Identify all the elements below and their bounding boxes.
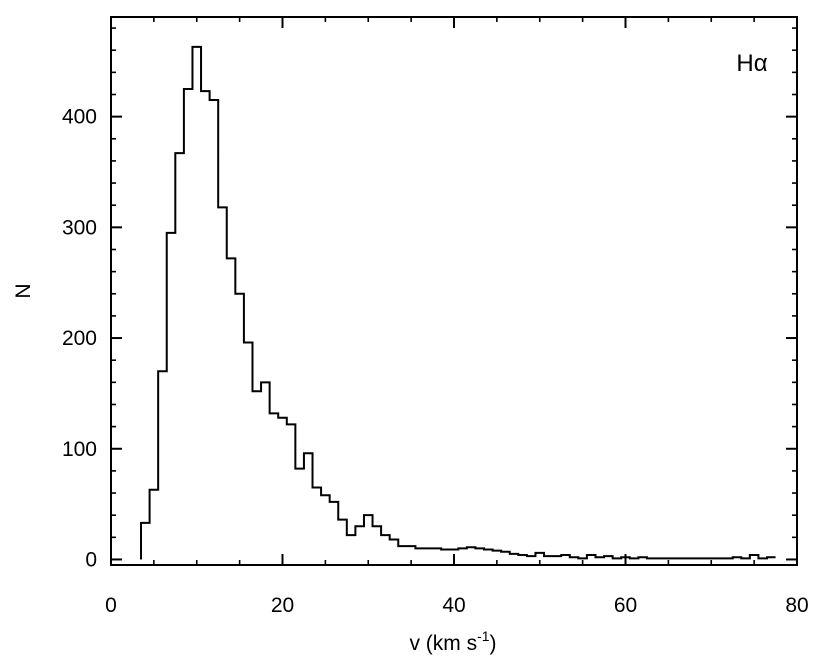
histogram-bin [493, 551, 502, 560]
histogram-bin [475, 548, 484, 559]
histogram-bin [313, 488, 322, 560]
x-tick-labels: 0 20 40 60 80 [105, 594, 809, 617]
histogram-bins [141, 47, 776, 560]
histogram-bin [330, 502, 339, 560]
histogram-bin [278, 418, 287, 560]
histogram-bin [484, 550, 493, 560]
histogram-bin [244, 342, 253, 559]
histogram-bin [235, 294, 244, 560]
histogram-bin [407, 546, 416, 559]
x-axis-title-suffix: ) [490, 632, 497, 655]
histogram-bin [364, 515, 373, 559]
histogram-bin [338, 520, 347, 560]
y-tick-label: 400 [62, 106, 97, 129]
plot-frame [110, 16, 798, 566]
histogram-bin [252, 391, 261, 559]
histogram-bin [192, 47, 201, 560]
x-tick-label: 80 [785, 594, 808, 617]
histogram-bin [184, 89, 193, 560]
histogram-bin [450, 550, 459, 560]
y-axis-title: N [12, 283, 35, 298]
x-axis-title-base: v (km s [409, 632, 477, 655]
histogram-bin [304, 453, 313, 559]
histogram-bin [150, 490, 159, 560]
histogram-bin [501, 552, 510, 560]
y-tick-label: 200 [62, 327, 97, 350]
histogram-bin [347, 535, 356, 559]
histogram-outline [140, 45, 776, 560]
histogram-bin [433, 548, 442, 559]
histogram-bin [373, 526, 382, 559]
histogram-bin [287, 424, 296, 559]
histogram-bin [210, 100, 219, 559]
histogram-bin [441, 550, 450, 560]
series-annotation: Hα [736, 50, 767, 77]
histogram-bin [458, 548, 467, 559]
y-tick-label: 300 [62, 216, 97, 239]
histogram-bin [424, 548, 433, 559]
histogram-bin [355, 526, 364, 559]
histogram-bin [295, 469, 304, 560]
x-tick-label: 20 [271, 594, 294, 617]
histogram-bin [398, 546, 407, 559]
histogram-bin [415, 548, 424, 559]
histogram-bin [261, 382, 270, 559]
x-tick-label: 60 [614, 594, 637, 617]
histogram-bin [381, 535, 390, 559]
histogram-bin [321, 495, 330, 559]
y-tick-label: 100 [62, 438, 97, 461]
x-axis-title: v (km s-1) [409, 628, 496, 655]
y-tick-labels: 0 100 200 300 400 [62, 106, 97, 572]
histogram-bin [227, 258, 236, 559]
histogram-bin [390, 540, 399, 560]
x-tick-label: 0 [105, 594, 117, 617]
histogram-bin [270, 413, 279, 559]
histogram-bin [218, 207, 227, 559]
x-tick-label: 40 [442, 594, 465, 617]
histogram-bin [467, 547, 476, 559]
x-axis-title-superscript: -1 [477, 628, 490, 644]
histogram-bin [141, 523, 150, 560]
histogram-bin [201, 91, 210, 559]
histogram-bin [175, 153, 184, 559]
y-tick-label: 0 [85, 548, 97, 571]
histogram-bin [167, 233, 176, 560]
histogram-bin [158, 371, 167, 559]
